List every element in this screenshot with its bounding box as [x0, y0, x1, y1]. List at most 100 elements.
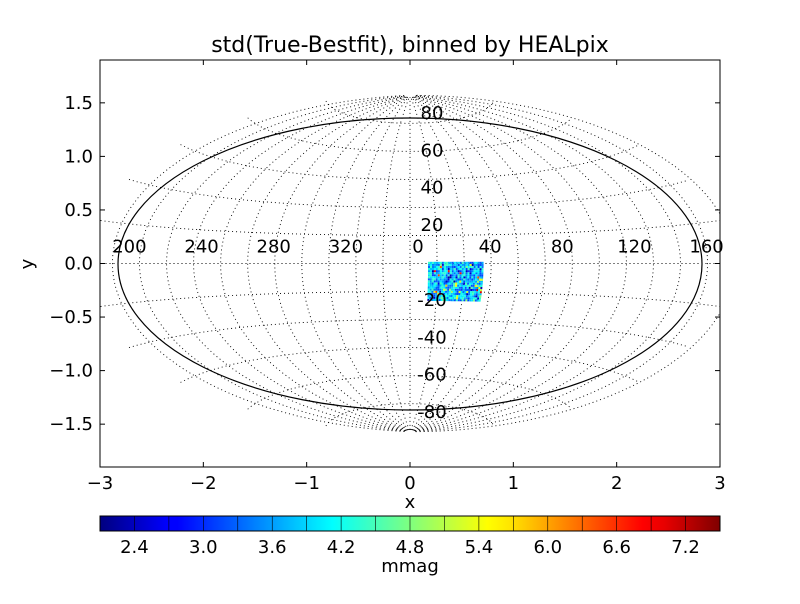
healpix-cell	[481, 263, 484, 266]
healpix-cell	[453, 286, 456, 289]
healpix-cell	[459, 272, 462, 275]
healpix-cell	[475, 280, 478, 283]
healpix-cell	[453, 284, 456, 287]
healpix-cell	[478, 284, 481, 287]
healpix-cell	[430, 268, 432, 271]
healpix-cell	[443, 282, 446, 285]
healpix-cell	[458, 288, 461, 291]
healpix-cell	[467, 266, 470, 268]
healpix-cell	[451, 284, 454, 287]
healpix-cell	[457, 263, 460, 266]
y-tick-label: 0.0	[64, 254, 93, 275]
healpix-cell	[459, 276, 462, 279]
healpix-cell	[468, 286, 471, 289]
meridian-line	[355, 96, 409, 431]
healpix-cell	[449, 272, 452, 275]
dec-grid-label: -60	[417, 365, 446, 386]
healpix-cell	[445, 290, 448, 293]
healpix-cell	[447, 265, 450, 268]
healpix-cell	[433, 276, 436, 279]
healpix-cell	[459, 278, 462, 281]
healpix-cell	[441, 274, 444, 277]
healpix-cell	[480, 289, 483, 292]
healpix-cell	[431, 284, 434, 287]
colorbar-tick-label: 6.0	[533, 537, 562, 558]
healpix-cell	[434, 261, 436, 264]
healpix-cell	[433, 284, 436, 287]
healpix-cell	[467, 299, 470, 302]
healpix-cell	[459, 284, 462, 287]
healpix-cell	[452, 299, 455, 302]
healpix-cell	[455, 272, 458, 275]
healpix-cell	[465, 270, 468, 273]
healpix-cell	[461, 268, 464, 271]
healpix-cell	[451, 282, 454, 285]
healpix-cell	[437, 274, 440, 277]
healpix-cell	[434, 263, 436, 266]
healpix-cell	[432, 268, 434, 271]
healpix-cell	[439, 261, 442, 264]
healpix-cell	[429, 290, 432, 293]
healpix-cell	[455, 286, 458, 289]
healpix-cell	[441, 286, 444, 289]
healpix-cell	[457, 261, 460, 264]
healpix-cell	[445, 274, 448, 277]
healpix-cell	[471, 278, 474, 281]
healpix-cell	[429, 294, 432, 297]
healpix-cell	[479, 295, 482, 298]
healpix-cell	[455, 261, 458, 264]
healpix-cell	[451, 261, 454, 264]
healpix-cell	[464, 293, 467, 296]
y-tick-label: 1.5	[64, 93, 93, 114]
dec-grid-label: 40	[421, 178, 444, 199]
healpix-cell	[428, 270, 430, 273]
healpix-cell	[481, 274, 484, 277]
healpix-cell	[477, 263, 480, 266]
healpix-cell	[435, 294, 438, 297]
healpix-cell	[478, 282, 481, 285]
healpix-cell	[479, 278, 482, 281]
healpix-cell	[445, 280, 448, 283]
healpix-cell	[446, 297, 449, 299]
y-axis-ticks: −1.5 −1.0 −0.5 0.0 0.5 1.0 1.5	[49, 93, 720, 435]
healpix-cell	[480, 287, 483, 290]
healpix-cell	[471, 274, 474, 277]
healpix-cell	[469, 297, 472, 300]
healpix-cell	[478, 286, 481, 289]
healpix-cell	[468, 282, 471, 285]
healpix-cell	[475, 276, 478, 279]
healpix-cell	[469, 263, 472, 266]
healpix-cell	[475, 263, 478, 266]
healpix-cell	[435, 272, 438, 275]
meridian-line	[247, 96, 407, 431]
parallel-line	[325, 100, 495, 124]
healpix-cell	[455, 263, 458, 266]
healpix-cell	[465, 282, 468, 285]
healpix-cell	[463, 266, 466, 268]
healpix-cell	[440, 294, 443, 297]
healpix-cell	[454, 292, 457, 295]
healpix-cell	[465, 280, 468, 283]
healpix-cell	[453, 282, 456, 285]
healpix-cell	[446, 292, 449, 295]
healpix-cell	[473, 297, 476, 300]
healpix-cell	[443, 263, 446, 266]
healpix-cell	[428, 263, 430, 266]
healpix-cell	[465, 297, 468, 300]
healpix-cell	[429, 292, 432, 295]
healpix-cell	[437, 290, 440, 293]
healpix-cell	[467, 295, 470, 298]
healpix-cell	[476, 299, 479, 302]
healpix-cell	[457, 297, 461, 300]
healpix-cell	[456, 297, 459, 300]
healpix-cell	[439, 270, 442, 273]
healpix-cell	[466, 286, 469, 289]
parallel-line	[180, 144, 639, 180]
healpix-cell	[458, 290, 461, 293]
meridian-line	[413, 96, 546, 431]
healpix-cell	[437, 270, 440, 273]
healpix-cell	[443, 278, 446, 281]
healpix-cell	[474, 284, 477, 287]
healpix-cell	[461, 280, 464, 283]
ra-grid-label: 0	[412, 237, 423, 258]
